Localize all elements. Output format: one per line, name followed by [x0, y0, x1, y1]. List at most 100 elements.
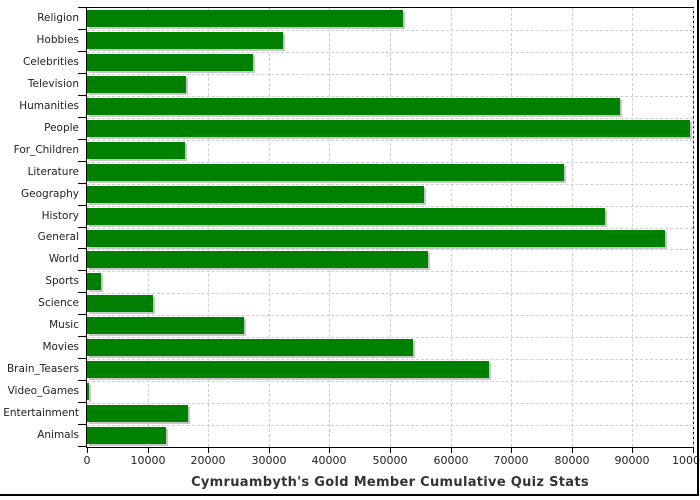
- grid-line-horizontal: [87, 381, 693, 382]
- x-tick-label: 0: [83, 454, 91, 467]
- bar-general: [87, 230, 665, 247]
- y-axis-tick: [78, 73, 86, 74]
- x-tick-label: 20000: [190, 454, 226, 467]
- bar-humanities: [87, 98, 620, 115]
- bar-brain_teasers: [87, 361, 489, 378]
- category-label: Geography: [21, 188, 79, 200]
- grid-line-vertical: [329, 8, 330, 447]
- x-tick-label: 50000: [372, 454, 408, 467]
- category-label: Music: [49, 319, 79, 331]
- category-label: Sports: [45, 275, 79, 287]
- grid-line-vertical: [693, 8, 694, 447]
- grid-line-horizontal: [87, 337, 693, 338]
- bar-movies: [87, 339, 413, 356]
- x-tick-label: 100000: [672, 454, 700, 467]
- category-label: Science: [38, 297, 79, 309]
- grid-line-vertical: [511, 8, 512, 447]
- bar-history: [87, 208, 605, 225]
- y-axis-tick: [78, 380, 86, 381]
- y-axis-tick: [78, 270, 86, 271]
- x-tick-label: 40000: [311, 454, 347, 467]
- y-axis-tick: [78, 314, 86, 315]
- x-axis-tick: [208, 447, 209, 453]
- y-axis-tick: [78, 183, 86, 184]
- x-tick-label: 70000: [493, 454, 529, 467]
- bar-entertainment: [87, 405, 188, 422]
- grid-line-horizontal: [87, 140, 693, 141]
- x-tick-label: 90000: [614, 454, 650, 467]
- grid-line-horizontal: [87, 403, 693, 404]
- x-axis-tick: [693, 447, 694, 453]
- bar-people: [87, 120, 690, 137]
- grid-line-horizontal: [87, 52, 693, 53]
- grid-line-horizontal: [87, 162, 693, 163]
- grid-line-horizontal: [87, 184, 693, 185]
- y-axis-tick: [78, 29, 86, 30]
- plot-area: [86, 7, 694, 448]
- bar-literature: [87, 164, 564, 181]
- grid-line-horizontal: [87, 30, 693, 31]
- grid-line-horizontal: [87, 359, 693, 360]
- category-label: Religion: [37, 12, 79, 24]
- grid-line-horizontal: [87, 96, 693, 97]
- category-label: History: [41, 210, 79, 222]
- category-label: General: [37, 231, 79, 243]
- y-axis-tick: [78, 205, 86, 206]
- frame-right-border: [697, 0, 699, 496]
- category-label: Brain_Teasers: [6, 363, 79, 375]
- y-axis-tick: [78, 117, 86, 118]
- y-axis-tick: [78, 292, 86, 293]
- category-label: Animals: [37, 429, 79, 441]
- grid-line-vertical: [572, 8, 573, 447]
- category-label: Movies: [42, 341, 79, 353]
- x-tick-label: 10000: [130, 454, 166, 467]
- category-label: World: [48, 253, 79, 265]
- bar-music: [87, 317, 244, 334]
- category-label: Entertainment: [3, 407, 79, 419]
- y-axis-tick: [78, 446, 86, 447]
- y-axis-tick: [78, 95, 86, 96]
- grid-line-vertical: [390, 8, 391, 447]
- grid-line-horizontal: [87, 249, 693, 250]
- grid-line-horizontal: [87, 74, 693, 75]
- x-axis-tick: [329, 447, 330, 453]
- grid-line-horizontal: [87, 206, 693, 207]
- grid-line-horizontal: [87, 271, 693, 272]
- bar-for_children: [87, 142, 185, 159]
- y-axis-tick: [78, 139, 86, 140]
- x-tick-label: 80000: [554, 454, 590, 467]
- grid-line-horizontal: [87, 228, 693, 229]
- chart-title: Cymruambyth's Gold Member Cumulative Qui…: [191, 475, 589, 490]
- x-axis-tick: [511, 447, 512, 453]
- category-label: Video_Games: [7, 385, 79, 397]
- bar-science: [87, 295, 153, 312]
- grid-line-horizontal: [87, 118, 693, 119]
- x-axis-tick: [451, 447, 452, 453]
- x-tick-label: 60000: [433, 454, 469, 467]
- x-axis-tick: [632, 447, 633, 453]
- bar-video_games: [87, 383, 89, 400]
- y-axis-tick: [78, 227, 86, 228]
- bar-television: [87, 76, 186, 93]
- grid-line-vertical: [269, 8, 270, 447]
- category-label: Literature: [27, 166, 79, 178]
- y-axis-tick: [78, 51, 86, 52]
- grid-line-horizontal: [87, 425, 693, 426]
- x-axis-tick: [572, 447, 573, 453]
- x-axis-tick: [390, 447, 391, 453]
- grid-line-horizontal: [87, 315, 693, 316]
- grid-line-horizontal: [87, 293, 693, 294]
- y-axis-tick: [78, 7, 86, 8]
- y-axis-tick: [78, 161, 86, 162]
- category-label: People: [44, 122, 79, 134]
- bar-sports: [87, 273, 101, 290]
- grid-line-vertical: [148, 8, 149, 447]
- grid-line-vertical: [632, 8, 633, 447]
- bar-world: [87, 251, 428, 268]
- category-label: Celebrities: [22, 56, 79, 68]
- x-tick-label: 30000: [251, 454, 287, 467]
- category-label: Humanities: [19, 100, 79, 112]
- category-label: For_Children: [13, 144, 79, 156]
- category-label: Television: [27, 78, 79, 90]
